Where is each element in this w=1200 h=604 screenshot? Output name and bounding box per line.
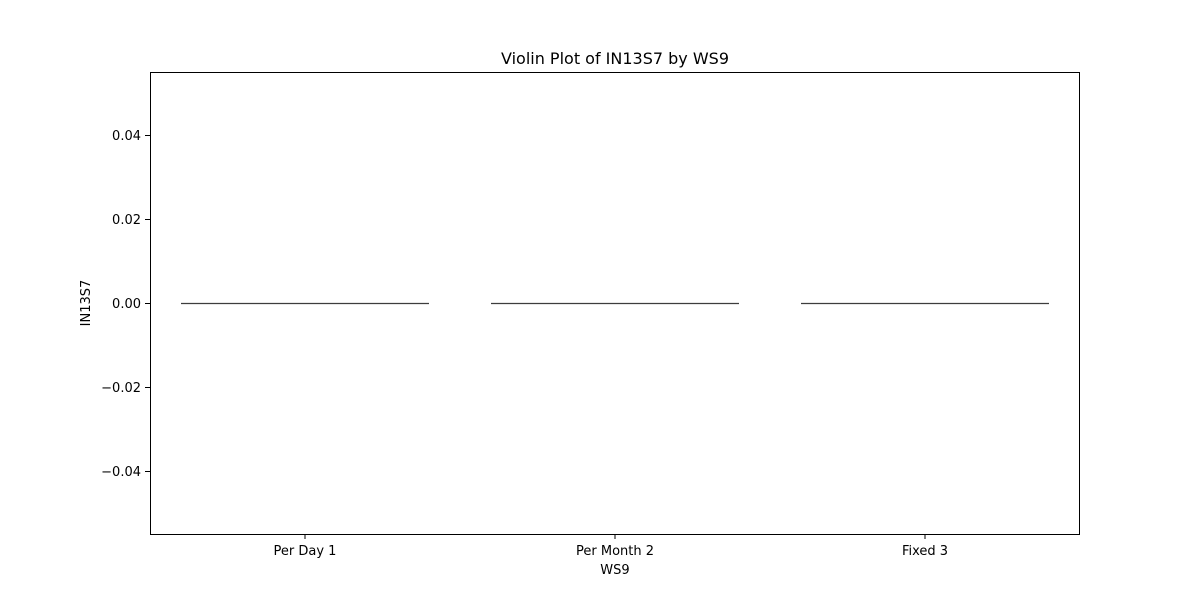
x-tick-label: Per Month 2 [576,544,654,559]
y-tick-label: −0.02 [101,381,141,396]
x-tick-label: Fixed 3 [902,544,948,559]
x-axis-ticks: Per Day 1 Per Month 2 Fixed 3 [274,534,948,559]
x-tick-label: Per Day 1 [274,544,337,559]
y-tick-label: −0.04 [101,465,141,480]
y-tick-label: 0.02 [112,213,141,228]
y-axis-ticks: 0.04 0.02 0.00 −0.02 −0.04 [101,129,150,480]
x-axis-label: WS9 [600,563,629,578]
y-axis-label: IN13S7 [79,280,94,327]
y-tick-label: 0.04 [112,129,141,144]
y-tick-label: 0.00 [112,297,141,312]
chart-title: Violin Plot of IN13S7 by WS9 [501,49,729,68]
